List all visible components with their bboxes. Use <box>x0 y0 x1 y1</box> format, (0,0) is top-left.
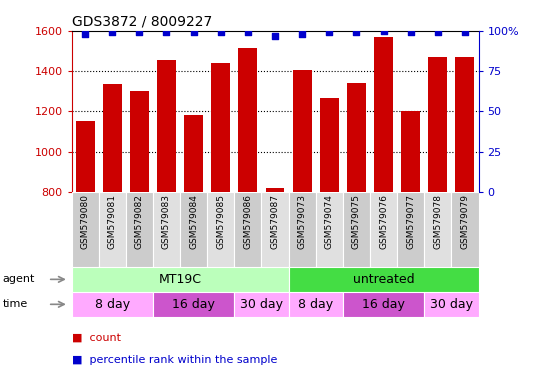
Bar <box>452 192 478 267</box>
Point <box>81 31 90 37</box>
Text: GSM579074: GSM579074 <box>324 194 334 249</box>
Bar <box>72 192 98 267</box>
Point <box>379 28 388 34</box>
Bar <box>234 292 289 317</box>
Text: GSM579073: GSM579073 <box>298 194 307 249</box>
Point <box>189 29 198 35</box>
Bar <box>72 292 153 317</box>
Bar <box>238 48 257 192</box>
Bar <box>455 57 475 192</box>
Bar <box>130 91 149 192</box>
Text: GSM579086: GSM579086 <box>243 194 252 249</box>
Bar <box>157 60 176 192</box>
Text: 8 day: 8 day <box>298 298 333 311</box>
Text: 30 day: 30 day <box>430 298 473 311</box>
Bar <box>211 63 230 192</box>
Bar <box>266 188 284 192</box>
Text: GSM579084: GSM579084 <box>189 194 198 249</box>
Text: GSM579079: GSM579079 <box>460 194 470 249</box>
Bar <box>153 192 180 267</box>
Bar <box>72 267 289 292</box>
Bar <box>424 192 452 267</box>
Point <box>352 29 361 35</box>
Text: GSM579078: GSM579078 <box>433 194 442 249</box>
Bar <box>289 292 343 317</box>
Text: 16 day: 16 day <box>362 298 405 311</box>
Text: 8 day: 8 day <box>95 298 130 311</box>
Text: MT19C: MT19C <box>158 273 201 286</box>
Text: ■  count: ■ count <box>72 332 120 342</box>
Bar <box>343 192 370 267</box>
Bar <box>320 98 339 192</box>
Bar <box>397 192 424 267</box>
Bar <box>184 115 203 192</box>
Point <box>433 29 442 35</box>
Point <box>406 29 415 35</box>
Point <box>460 29 469 35</box>
Bar <box>234 192 261 267</box>
Bar <box>153 292 234 317</box>
Bar <box>126 192 153 267</box>
Point <box>108 29 117 35</box>
Text: GSM579081: GSM579081 <box>108 194 117 249</box>
Bar <box>424 292 478 317</box>
Point <box>298 31 306 37</box>
Bar <box>103 84 122 192</box>
Text: GSM579075: GSM579075 <box>352 194 361 249</box>
Bar <box>289 267 478 292</box>
Bar <box>401 111 420 192</box>
Text: time: time <box>3 299 28 310</box>
Bar <box>75 121 95 192</box>
Text: 30 day: 30 day <box>240 298 283 311</box>
Point <box>135 29 144 35</box>
Bar <box>374 37 393 192</box>
Point <box>325 29 334 35</box>
Bar <box>316 192 343 267</box>
Point <box>271 33 279 39</box>
Text: GSM579087: GSM579087 <box>271 194 279 249</box>
Bar <box>370 192 397 267</box>
Point <box>244 29 252 35</box>
Bar <box>347 83 366 192</box>
Bar <box>180 192 207 267</box>
Text: GSM579076: GSM579076 <box>379 194 388 249</box>
Text: 16 day: 16 day <box>172 298 215 311</box>
Bar <box>343 292 424 317</box>
Bar <box>207 192 234 267</box>
Text: GSM579082: GSM579082 <box>135 194 144 249</box>
Bar <box>261 192 289 267</box>
Text: GSM579080: GSM579080 <box>80 194 90 249</box>
Text: GSM579077: GSM579077 <box>406 194 415 249</box>
Point <box>216 29 225 35</box>
Bar <box>289 192 316 267</box>
Bar <box>98 192 126 267</box>
Bar <box>428 57 447 192</box>
Text: ■  percentile rank within the sample: ■ percentile rank within the sample <box>72 355 277 365</box>
Text: GSM579083: GSM579083 <box>162 194 171 249</box>
Text: GDS3872 / 8009227: GDS3872 / 8009227 <box>72 14 212 28</box>
Bar <box>293 70 312 192</box>
Text: agent: agent <box>3 274 35 285</box>
Text: untreated: untreated <box>353 273 414 286</box>
Text: GSM579085: GSM579085 <box>216 194 225 249</box>
Point <box>162 29 171 35</box>
